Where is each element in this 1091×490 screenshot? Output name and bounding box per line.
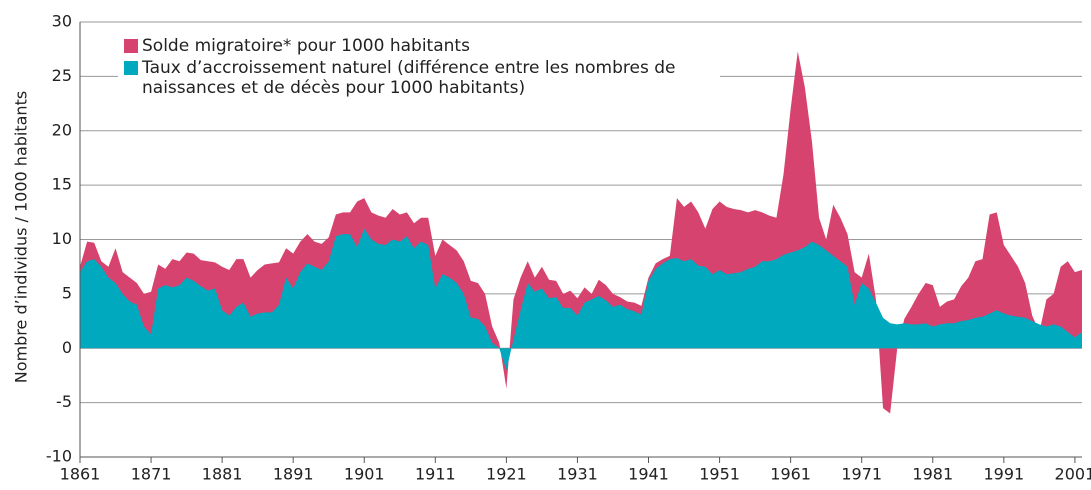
x-tick-label: 1871 — [131, 465, 172, 484]
area-natural — [80, 228, 1082, 370]
x-tick-label: 2001 — [1055, 465, 1091, 484]
y-tick-label: -10 — [46, 447, 72, 466]
x-tick-label: 1901 — [344, 465, 385, 484]
x-tick-label: 1921 — [486, 465, 527, 484]
x-tick-label: 1951 — [699, 465, 740, 484]
y-tick-label: -5 — [56, 392, 72, 411]
x-tick-label: 1941 — [628, 465, 669, 484]
legend-item: Taux d’accroissement naturel (différence… — [124, 58, 714, 98]
legend-label: Solde migratoire* pour 1000 habitants — [142, 36, 470, 56]
legend-swatch — [124, 39, 138, 53]
y-tick-label: 30 — [52, 12, 72, 31]
x-tick-label: 1881 — [202, 465, 243, 484]
y-tick-label: 25 — [52, 66, 72, 85]
legend-item: Solde migratoire* pour 1000 habitants — [124, 36, 714, 56]
legend-label: Taux d’accroissement naturel (différence… — [142, 58, 676, 98]
y-axis-label: Nombre d’individus / 1000 habitants — [12, 91, 31, 383]
x-tick-label: 1931 — [557, 465, 598, 484]
x-tick-label: 1961 — [770, 465, 811, 484]
x-tick-label: 1911 — [415, 465, 456, 484]
x-tick-label: 1981 — [912, 465, 953, 484]
y-tick-label: 5 — [62, 283, 72, 302]
x-tick-label: 1971 — [841, 465, 882, 484]
x-tick-label: 1991 — [983, 465, 1024, 484]
legend-swatch — [124, 61, 138, 75]
x-tick-label: 1891 — [273, 465, 314, 484]
y-tick-label: 15 — [52, 175, 72, 194]
x-tick-label: 1861 — [60, 465, 101, 484]
y-tick-label: 10 — [52, 229, 72, 248]
area-migration — [80, 51, 1082, 414]
y-tick-label: 0 — [62, 338, 72, 357]
y-tick-label: 20 — [52, 120, 72, 139]
legend: Solde migratoire* pour 1000 habitants Tau… — [118, 34, 720, 102]
